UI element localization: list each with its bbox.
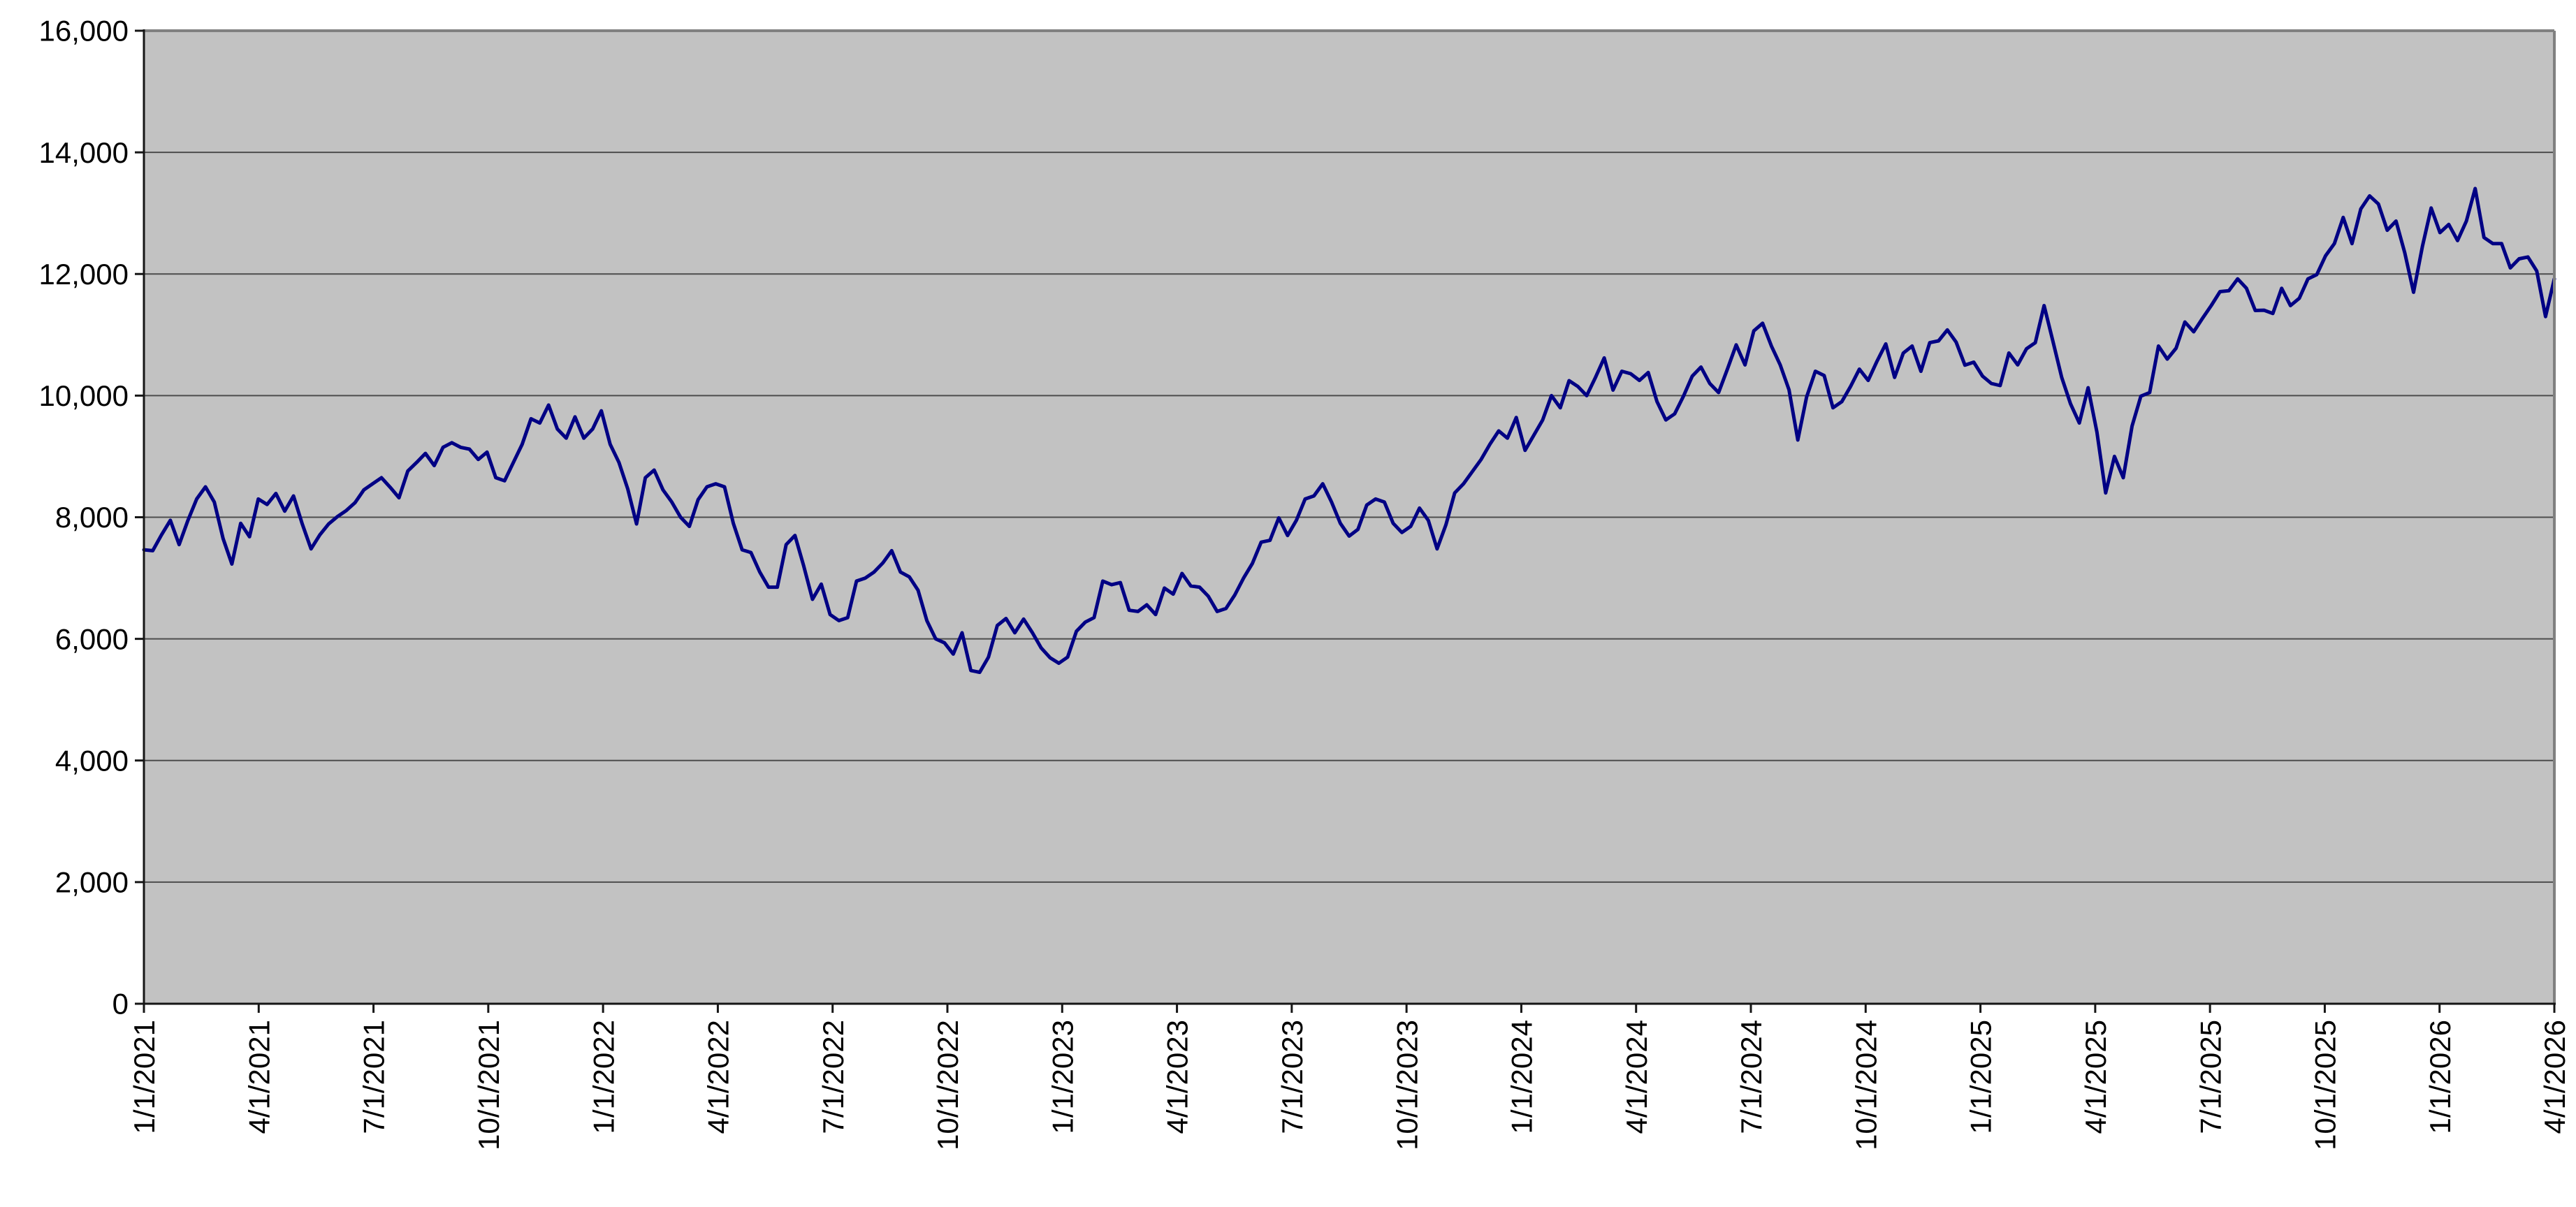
x-axis-tick-label: 4/1/2024 <box>1620 1020 1653 1134</box>
x-axis-tick-label: 4/1/2025 <box>2079 1020 2112 1134</box>
x-axis-tick-label: 4/1/2021 <box>242 1020 275 1134</box>
x-axis-tick-label: 10/1/2024 <box>1849 1020 1882 1150</box>
x-axis-tick-label: 10/1/2023 <box>1390 1020 1423 1150</box>
x-axis-tick-label: 7/1/2024 <box>1735 1020 1768 1134</box>
x-axis-tick-label: 10/1/2021 <box>472 1020 505 1150</box>
x-axis-tick-label: 7/1/2023 <box>1276 1020 1309 1134</box>
x-axis-tick-label: 1/1/2022 <box>587 1020 620 1134</box>
y-axis-tick-label: 12,000 <box>39 258 129 291</box>
x-axis-tick-label: 10/1/2025 <box>2309 1020 2342 1150</box>
x-axis-tick-label: 10/1/2022 <box>931 1020 964 1150</box>
x-axis-tick-label: 7/1/2025 <box>2194 1020 2227 1134</box>
y-axis-tick-label: 6,000 <box>55 622 129 655</box>
x-axis-tick-label: 4/1/2023 <box>1161 1020 1194 1134</box>
y-axis-tick-label: 0 <box>112 988 129 1021</box>
x-axis-tick-label: 1/1/2026 <box>2424 1020 2457 1134</box>
x-axis-tick-label: 7/1/2021 <box>358 1020 391 1134</box>
y-axis-tick-label: 2,000 <box>55 866 129 899</box>
y-axis-tick-label: 4,000 <box>55 744 129 777</box>
x-axis-tick-label: 1/1/2023 <box>1046 1020 1079 1134</box>
y-axis-tick-label: 16,000 <box>39 15 129 47</box>
x-axis-tick-label: 4/1/2022 <box>702 1020 735 1134</box>
y-axis-tick-label: 10,000 <box>39 379 129 412</box>
y-axis-tick-label: 8,000 <box>55 501 129 534</box>
x-axis-tick-label: 4/1/2026 <box>2538 1020 2571 1134</box>
x-axis-tick-label: 1/1/2025 <box>1965 1020 1998 1134</box>
y-axis-tick-label: 14,000 <box>39 136 129 169</box>
x-axis-tick-label: 1/1/2024 <box>1506 1020 1538 1134</box>
series-line <box>142 186 2556 674</box>
x-axis-tick-label: 1/1/2021 <box>128 1020 161 1134</box>
x-axis-tick-label: 7/1/2022 <box>817 1020 850 1134</box>
